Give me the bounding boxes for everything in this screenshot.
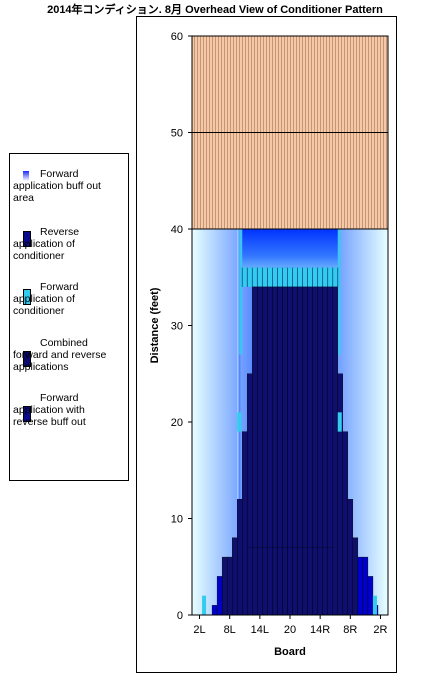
chart-area: 0 10 20 30 40 50 60 2L 8L 14L 20 14R 8R 2R Board Distan…: [136, 16, 397, 673]
x-tick-label: 2L: [193, 624, 205, 636]
x-tick-label: 14L: [251, 624, 269, 636]
combined-bar: [221, 556, 228, 616]
combined-bar: [327, 286, 333, 616]
combined-bar: [277, 286, 283, 616]
combined-bar: [242, 431, 248, 616]
y-axis-label: Distance (feet): [149, 287, 161, 363]
legend-swatch-buff-out: [23, 171, 29, 181]
legend-label: Reverse application of conditioner: [13, 226, 80, 262]
legend-swatch-reverse: [23, 231, 31, 247]
forward-marker: [372, 595, 377, 615]
forward-marker: [337, 412, 342, 432]
combined-bar: [282, 286, 288, 616]
combined-bar: [247, 373, 253, 616]
legend-label: Forward application buff out area: [13, 168, 101, 204]
forward-column-left: [239, 229, 243, 355]
combined-bar: [292, 286, 298, 616]
x-tick-label: 8R: [343, 624, 357, 636]
combined-bar: [317, 286, 323, 616]
y-tick-label: 50: [171, 128, 183, 140]
legend: Forward application buff out area Revers…: [9, 153, 129, 481]
combined-bar: [337, 373, 343, 616]
combined-bar: [312, 286, 318, 616]
legend-swatch-combined: [23, 351, 31, 367]
x-tick-label: 14R: [310, 624, 330, 636]
forward-column-right: [337, 229, 341, 355]
combined-bar: [302, 286, 308, 616]
combined-bar: [272, 286, 278, 616]
combined-bar: [297, 286, 303, 616]
combined-bar: [237, 499, 243, 616]
combined-bar: [362, 556, 369, 616]
combined-bar: [347, 499, 354, 616]
forward-application-band: [242, 267, 338, 287]
legend-label: Forward application with reverse buff ou…: [13, 392, 86, 428]
combined-bar: [262, 286, 268, 616]
reverse-application-area: [242, 229, 338, 268]
combined-bar: [322, 286, 328, 616]
legend-label: Forward application of conditioner: [13, 281, 79, 317]
combined-bar: [257, 286, 263, 616]
y-tick-label: 10: [171, 514, 183, 526]
combined-bar: [342, 431, 348, 616]
combined-bar: [232, 537, 238, 616]
forward-marker: [237, 412, 242, 432]
combined-bar: [287, 286, 293, 616]
legend-swatch-forward: [23, 289, 31, 305]
combined-bar: [211, 605, 218, 616]
y-tick-label: 20: [171, 417, 183, 429]
chart-title: 2014年コンディション. 8月 Overhead View of Condit…: [47, 4, 383, 16]
y-tick-label: 0: [177, 610, 183, 622]
combined-bar: [307, 286, 313, 616]
legend-swatch-forward-reverse-buff: [23, 406, 31, 422]
combined-bar: [267, 286, 273, 616]
x-axis-label: Board: [274, 646, 306, 658]
combined-bar: [367, 576, 374, 616]
x-tick-label: 8L: [224, 624, 236, 636]
combined-bar: [216, 576, 223, 616]
forward-marker: [202, 595, 207, 615]
combined-bar: [226, 556, 233, 616]
combined-bar: [332, 286, 338, 616]
combined-bar: [352, 537, 359, 616]
x-tick-label: 2R: [373, 624, 387, 636]
combined-bar: [252, 286, 258, 616]
y-tick-label: 30: [171, 321, 183, 333]
combined-bar: [357, 556, 364, 616]
lane-chart: 0 10 20 30 40 50 60 2L 8L 14L 20 14R 8R 2R Board Distan…: [149, 31, 389, 658]
y-tick-label: 60: [171, 31, 183, 43]
x-tick-label: 20: [284, 624, 296, 636]
y-tick-label: 40: [171, 224, 183, 236]
legend-label: Combined forward and reverse application…: [13, 337, 107, 373]
